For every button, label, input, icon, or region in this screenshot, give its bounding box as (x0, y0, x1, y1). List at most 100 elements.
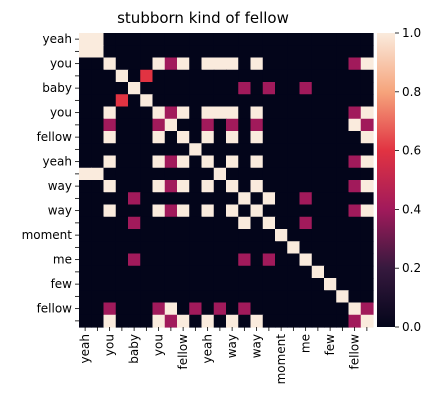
heatmap-cell (164, 106, 178, 120)
heatmap-cell (324, 253, 337, 267)
heatmap-cell (128, 290, 141, 304)
heatmap-cell (189, 241, 203, 255)
heatmap-cell (226, 155, 239, 169)
heatmap-cell (360, 241, 374, 255)
heatmap-cell (103, 45, 117, 59)
heatmap-cell (299, 204, 313, 218)
heatmap-cell (311, 192, 325, 206)
heatmap-cell (311, 69, 325, 83)
heatmap-cell (324, 180, 337, 193)
heatmap-cell (79, 82, 92, 95)
heatmap-cell (336, 290, 350, 304)
heatmap-cell (226, 192, 239, 206)
heatmap-cell (226, 229, 239, 242)
heatmap-cell (128, 57, 141, 71)
heatmap-cell (250, 216, 264, 230)
heatmap-cell (79, 33, 92, 46)
heatmap-cell (360, 302, 374, 316)
heatmap-cell (177, 278, 190, 291)
heatmap-cell (275, 143, 288, 157)
heatmap-cell (238, 131, 252, 144)
heatmap-cell (189, 155, 203, 169)
heatmap-cell (164, 241, 178, 255)
heatmap-cell (262, 278, 276, 291)
heatmap-cell (311, 57, 325, 71)
heatmap-cell (348, 216, 362, 230)
heatmap-cell (360, 33, 374, 46)
heatmap-cell (360, 155, 374, 169)
heatmap-cell (213, 118, 227, 132)
heatmap-cell (213, 57, 227, 71)
heatmap-cell (336, 180, 350, 193)
heatmap-cell (262, 45, 276, 59)
heatmap-cell (103, 180, 117, 193)
heatmap-cell (311, 106, 325, 120)
heatmap-cell (152, 106, 166, 120)
colorbar-tick-label: 0.2 (402, 261, 421, 275)
heatmap-cell (360, 229, 374, 242)
heatmap-cell (164, 94, 178, 108)
heatmap-cell (311, 241, 325, 255)
heatmap-cell (226, 131, 239, 144)
heatmap-cell (250, 118, 264, 132)
heatmap-cell (103, 229, 117, 242)
heatmap-cell (213, 82, 227, 95)
heatmap-cell (164, 131, 178, 144)
heatmap-cell (177, 265, 190, 279)
heatmap-cell (360, 253, 374, 267)
heatmap-cell (140, 265, 154, 279)
heatmap-cell (213, 106, 227, 120)
heatmap-cell (201, 69, 215, 83)
heatmap-cell (152, 216, 166, 230)
heatmap-cell (226, 45, 239, 59)
heatmap-cell (91, 118, 105, 132)
heatmap-cell (140, 216, 154, 230)
heatmap-cell (201, 167, 215, 181)
heatmap-cell (226, 57, 239, 71)
heatmap-cell (311, 265, 325, 279)
y-tick-label: way (48, 179, 72, 193)
heatmap-cell (360, 143, 374, 157)
heatmap-cell (79, 290, 92, 304)
heatmap-cell (324, 192, 337, 206)
heatmap-cell (140, 229, 154, 242)
heatmap-cell (250, 180, 264, 193)
heatmap-cell (324, 155, 337, 169)
heatmap-cell (128, 302, 141, 316)
heatmap-cell (115, 143, 129, 157)
heatmap-cell (213, 229, 227, 242)
heatmap-cell (91, 45, 105, 59)
heatmap-cell (311, 33, 325, 46)
heatmap-cell (348, 94, 362, 108)
heatmap-cell (152, 314, 166, 328)
heatmap-cell (262, 131, 276, 144)
heatmap-cell (275, 57, 288, 71)
heatmap-cell (275, 229, 288, 242)
x-tick-label: few (323, 334, 337, 356)
heatmap-cell (103, 167, 117, 181)
heatmap-cell (213, 155, 227, 169)
heatmap-cell (262, 118, 276, 132)
heatmap-cell (324, 143, 337, 157)
heatmap-cell (336, 57, 350, 71)
heatmap-cell (348, 82, 362, 95)
heatmap-cell (275, 106, 288, 120)
heatmap-cell (128, 131, 141, 144)
heatmap-cell (238, 302, 252, 316)
heatmap-cell (164, 69, 178, 83)
heatmap-cell (177, 155, 190, 169)
heatmap-cell (262, 192, 276, 206)
heatmap-cell (140, 118, 154, 132)
heatmap-cell (299, 57, 313, 71)
heatmap-cell (140, 106, 154, 120)
heatmap-cell (177, 45, 190, 59)
heatmap-cell (79, 253, 92, 267)
heatmap-cell (128, 167, 141, 181)
heatmap-cell (213, 253, 227, 267)
heatmap-cell (324, 118, 337, 132)
x-tick-label: fellow (348, 334, 362, 370)
heatmap-cell (152, 45, 166, 59)
heatmap-cell (262, 302, 276, 316)
heatmap-cell (201, 192, 215, 206)
heatmap-cell (311, 204, 325, 218)
